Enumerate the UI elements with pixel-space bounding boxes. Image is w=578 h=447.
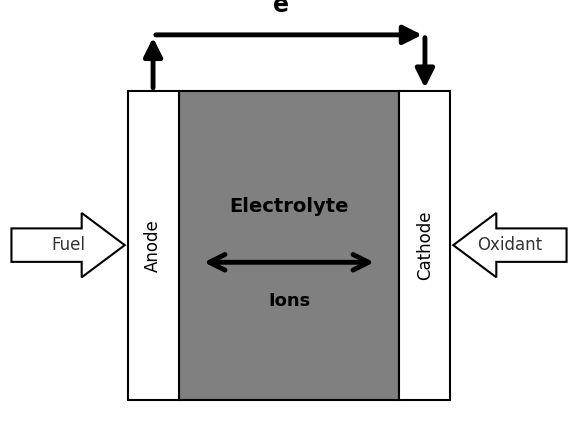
Polygon shape (453, 213, 566, 277)
Text: Electrolyte: Electrolyte (229, 197, 349, 216)
Polygon shape (12, 213, 125, 277)
Bar (399, 91, 450, 400)
Text: Anode: Anode (144, 219, 162, 271)
Bar (179, 91, 399, 400)
Text: Oxidant: Oxidant (477, 236, 543, 254)
Text: Fuel: Fuel (51, 236, 85, 254)
Text: Ions: Ions (268, 292, 310, 310)
Text: $\mathbf{e^-}$: $\mathbf{e^-}$ (272, 0, 306, 18)
Text: Cathode: Cathode (416, 211, 434, 280)
Bar (128, 91, 179, 400)
